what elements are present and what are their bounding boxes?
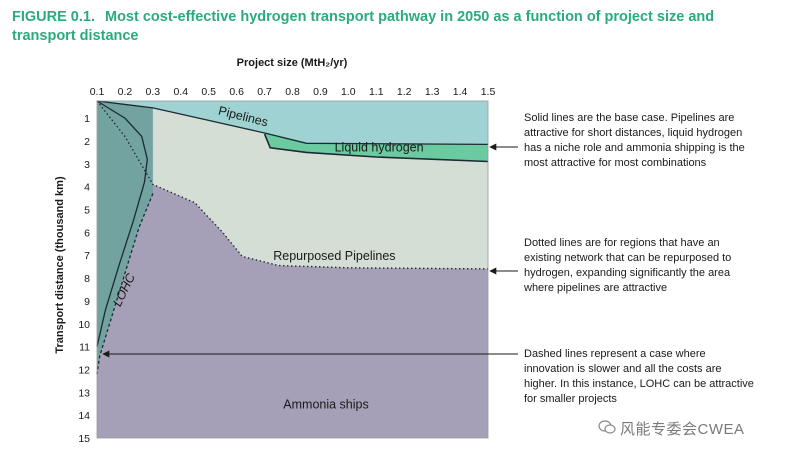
y-tick-label: 3 bbox=[84, 159, 90, 171]
y-tick-label: 13 bbox=[78, 387, 90, 399]
note-dashed-lines: Dashed lines represent a case where inno… bbox=[524, 348, 754, 405]
x-tick-label: 0.6 bbox=[229, 86, 244, 98]
x-tick-label: 0.9 bbox=[313, 86, 328, 98]
x-tick-label: 1.1 bbox=[369, 86, 384, 98]
y-tick-label: 8 bbox=[84, 273, 90, 285]
y-tick-label: 10 bbox=[78, 319, 90, 331]
region-lohc bbox=[97, 101, 153, 374]
x-tick-label: 0.5 bbox=[201, 86, 216, 98]
x-tick-label: 1.5 bbox=[481, 86, 496, 98]
boundary-liquid-hydrogen bbox=[263, 133, 489, 163]
region-liquid-hydrogen bbox=[264, 133, 488, 162]
x-tick-label: 1.0 bbox=[341, 86, 356, 98]
x-tick-label: 0.8 bbox=[285, 86, 300, 98]
figure-title: FIGURE 0.1. Most cost-effective hydrogen … bbox=[12, 8, 732, 46]
plot-frame bbox=[96, 100, 489, 439]
y-tick-label: 5 bbox=[84, 205, 90, 217]
boundary-lohc-solid bbox=[96, 100, 148, 347]
y-tick-label: 14 bbox=[78, 410, 90, 422]
y-axis-label: Transport distance (thousand km) bbox=[54, 176, 66, 354]
region-label: Liquid hydrogen bbox=[335, 140, 424, 154]
y-tick-label: 9 bbox=[84, 296, 90, 308]
y-tick-label: 2 bbox=[84, 136, 90, 148]
figure-title-text: Most cost-effective hydrogen transport p… bbox=[12, 9, 715, 44]
wechat-icon bbox=[598, 420, 616, 434]
x-tick-label: 0.2 bbox=[118, 86, 133, 98]
y-tick-label: 12 bbox=[78, 364, 90, 376]
x-tick-label: 0.1 bbox=[90, 86, 105, 98]
note-solid-lines: Solid lines are the base case. Pipelines… bbox=[524, 112, 745, 169]
y-tick-label: 4 bbox=[84, 182, 90, 194]
x-tick-label: 1.3 bbox=[425, 86, 440, 98]
y-tick-label: 6 bbox=[84, 227, 90, 239]
x-tick-label: 1.2 bbox=[397, 86, 412, 98]
boundary-pipelines-solid bbox=[96, 100, 489, 146]
y-tick-label: 1 bbox=[84, 113, 90, 125]
x-tick-label: 0.4 bbox=[173, 86, 188, 98]
x-axis-label: Project size (MtH₂/yr) bbox=[237, 57, 348, 69]
x-tick-label: 0.3 bbox=[146, 86, 161, 98]
x-tick-label: 1.4 bbox=[453, 86, 468, 98]
y-tick-label: 15 bbox=[78, 433, 90, 445]
watermark: 风能专委会CWEA bbox=[620, 421, 745, 438]
y-tick-label: 7 bbox=[84, 250, 90, 262]
region-pipelines bbox=[97, 101, 488, 145]
x-tick-label: 0.7 bbox=[257, 86, 272, 98]
note-dotted-lines: Dotted lines are for regions that have a… bbox=[524, 237, 732, 294]
y-tick-label: 11 bbox=[79, 342, 90, 354]
figure-number: FIGURE 0.1. bbox=[12, 9, 95, 25]
region-label: Ammonia ships bbox=[283, 397, 368, 411]
region-label: Repurposed Pipelines bbox=[273, 249, 395, 263]
